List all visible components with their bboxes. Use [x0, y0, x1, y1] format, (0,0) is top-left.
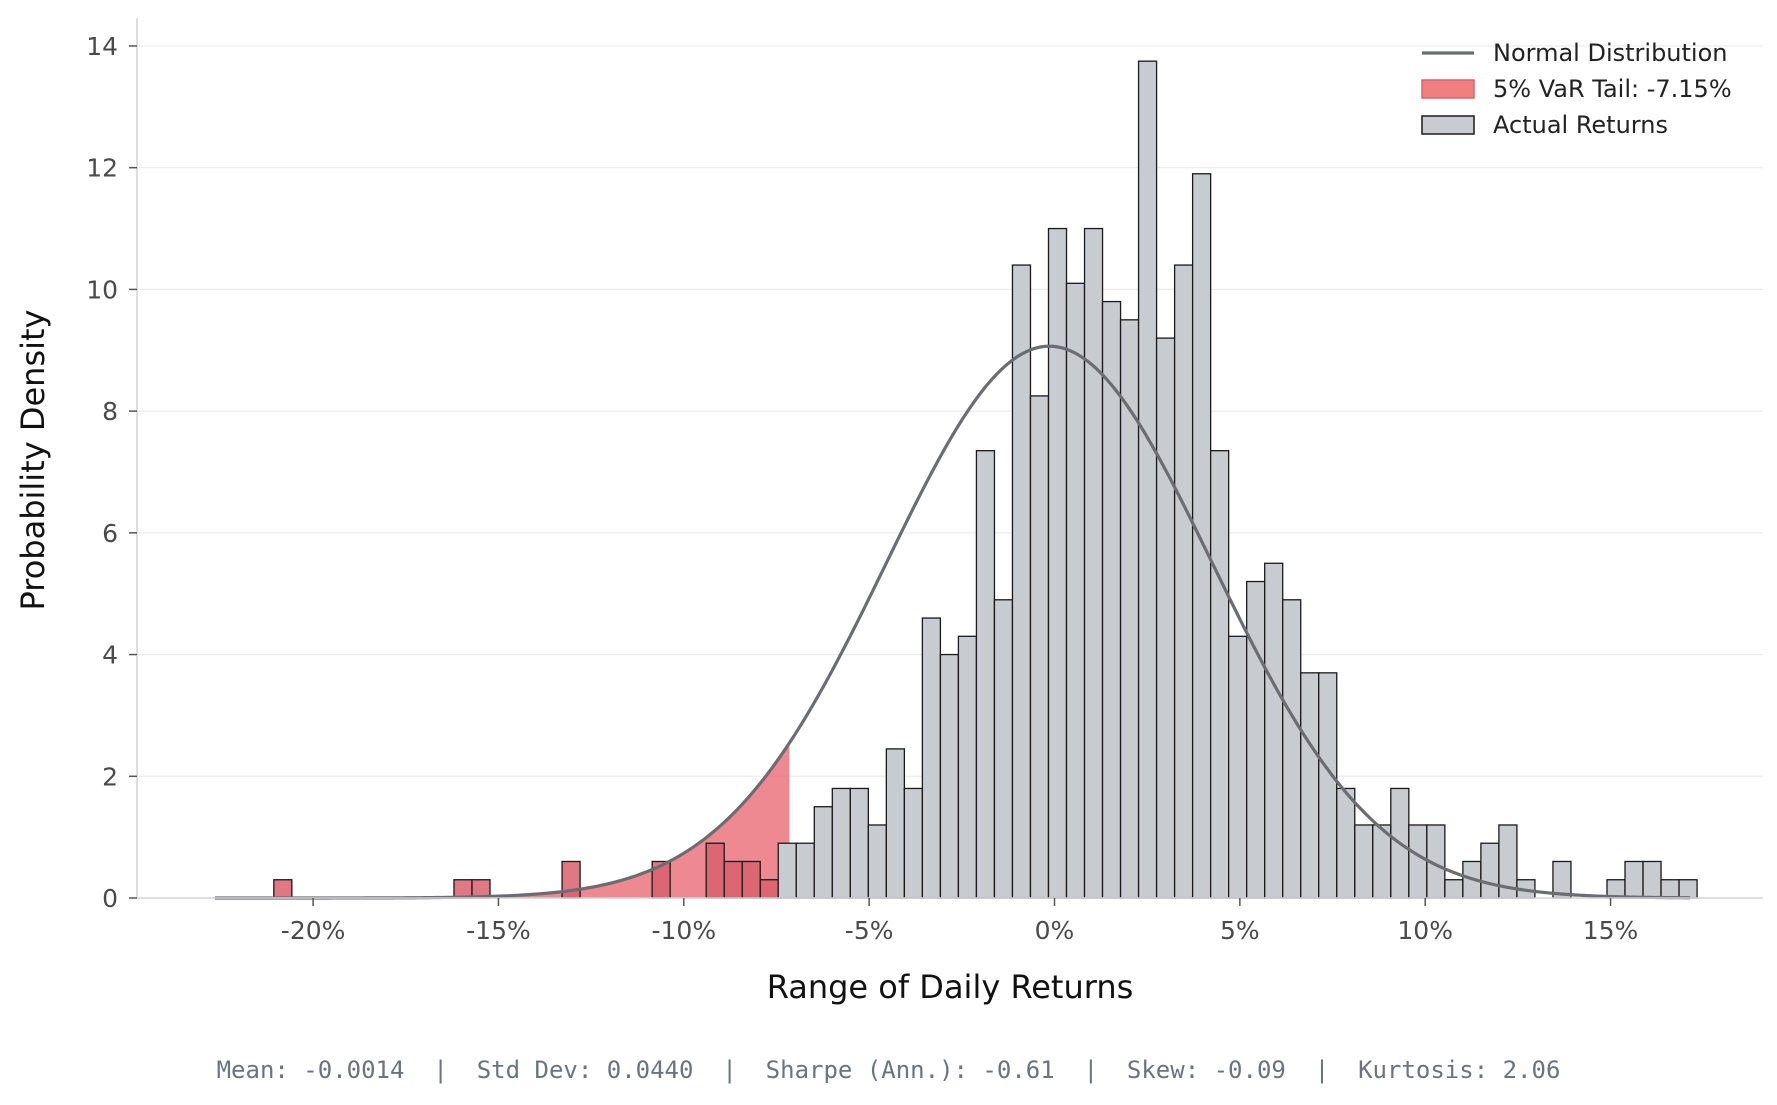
histogram-bar: [1065, 282, 1086, 899]
y-tick-label: 8: [102, 397, 118, 426]
histogram-bar: [1300, 672, 1320, 899]
histogram-bar: [831, 787, 851, 899]
histogram-bar: [1336, 787, 1356, 899]
x-tick-label: -10%: [652, 916, 717, 945]
legend-label: 5% VaR Tail: -7.15%: [1493, 75, 1732, 103]
y-tick-label: 4: [102, 641, 118, 670]
histogram-bar: [921, 617, 942, 899]
x-tick-label: 5%: [1220, 916, 1260, 945]
grid-layer: [137, 45, 1763, 777]
ticks-layer: -20% -15% -10% -5% 0% 5% 10% 15% 0 2 4 6 8 10 12 14: [86, 32, 1638, 945]
histogram-bar: [1408, 824, 1428, 899]
legend-label: Normal Distribution: [1493, 39, 1727, 67]
legend-label: Actual Returns: [1493, 111, 1668, 139]
histogram-bar: [1083, 227, 1104, 899]
histogram-bar: [795, 842, 815, 899]
histogram-bar: [1155, 337, 1176, 899]
x-tick-label: 15%: [1583, 916, 1639, 945]
histogram-bar: [1444, 879, 1464, 899]
x-tick-label: -5%: [845, 916, 894, 945]
histogram-bar: [1318, 672, 1338, 899]
histogram-bar: [1678, 879, 1698, 899]
histogram-bar: [957, 635, 978, 899]
histogram-bar: [1660, 879, 1680, 899]
histogram-bar: [1137, 60, 1158, 899]
y-axis-label: Probability Density: [14, 310, 52, 611]
histogram-bar: [939, 653, 960, 899]
histogram-bar: [1173, 264, 1194, 899]
y-tick-label: 10: [86, 275, 118, 304]
histogram-bar: [1354, 824, 1374, 899]
histogram-bar: [723, 860, 743, 899]
histogram-bar: [1191, 173, 1212, 899]
normal-curve-layer: [214, 344, 1691, 900]
y-tick-label: 6: [102, 519, 118, 548]
legend: Normal Distribution 5% VaR Tail: -7.15% Ac…: [1421, 39, 1732, 139]
histogram-bar: [1209, 450, 1230, 899]
legend-swatch-var-tail: [1421, 79, 1475, 99]
histogram-bar: [759, 879, 779, 899]
var-tail-area: [214, 742, 790, 898]
x-tick-label: 10%: [1397, 916, 1453, 945]
histogram-bar: [1624, 860, 1644, 899]
summary-stats: Mean: -0.0014 | Std Dev: 0.0440 | Sharpe…: [216, 1056, 1561, 1084]
histogram-bar: [1264, 562, 1284, 899]
bars-layer: [273, 60, 1698, 899]
histogram-bar: [1480, 842, 1500, 899]
histogram-bar: [1228, 635, 1248, 899]
var-tail-layer: [214, 742, 790, 898]
x-axis-label: Range of Daily Returns: [767, 968, 1134, 1006]
histogram-bar: [741, 860, 761, 899]
histogram-bar: [273, 879, 293, 899]
legend-swatch-actual-returns: [1421, 115, 1475, 135]
histogram-bar: [903, 787, 924, 899]
histogram-bar: [453, 879, 473, 899]
y-tick-label: 0: [102, 884, 118, 913]
x-tick-label: -15%: [466, 916, 531, 945]
histogram-bar: [1047, 227, 1068, 899]
histogram-bar: [705, 842, 725, 899]
histogram-bar: [1642, 860, 1662, 899]
normal-distribution-curve: [214, 344, 1691, 900]
histogram-bar: [993, 599, 1014, 899]
axes-layer: [136, 18, 1763, 899]
histogram-bar: [777, 842, 797, 899]
histogram-bar: [1282, 599, 1302, 899]
histogram-bar: [1029, 395, 1050, 899]
x-tick-label: 0%: [1035, 916, 1075, 945]
y-tick-label: 2: [102, 762, 118, 791]
histogram-bar: [867, 824, 888, 899]
histogram-bar: [885, 748, 906, 899]
x-tick-label: -20%: [281, 916, 346, 945]
y-tick-label: 12: [86, 154, 118, 183]
histogram-bar: [849, 787, 869, 899]
histogram-bar: [813, 806, 833, 899]
y-tick-label: 14: [86, 32, 118, 61]
histogram-bar: [975, 450, 996, 899]
histogram-bar: [1246, 580, 1266, 899]
